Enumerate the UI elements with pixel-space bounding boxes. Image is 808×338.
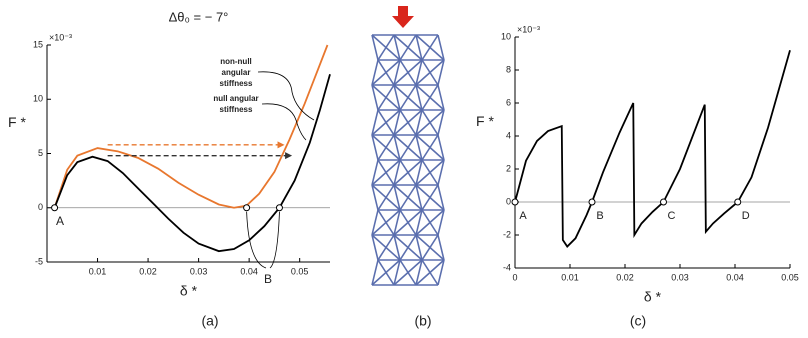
x-tick-label: 0.02 bbox=[139, 266, 157, 276]
x-tick-label: 0.01 bbox=[89, 266, 107, 276]
lattice-strut bbox=[394, 260, 422, 285]
y-tick-label: 8 bbox=[506, 64, 511, 74]
lattice-strut bbox=[422, 185, 438, 210]
y-axis-label: F * bbox=[8, 114, 26, 130]
line bbox=[55, 74, 330, 251]
arrow-head bbox=[278, 141, 285, 148]
lattice-strut bbox=[422, 235, 438, 260]
figure: (a) (b) (c) -5 0 5 10 15 0.01 0.02 0.03 0.04 0.05… bbox=[0, 0, 808, 338]
lattice-strut bbox=[378, 235, 394, 260]
line bbox=[55, 45, 328, 208]
lattice-strut bbox=[372, 110, 400, 135]
annotation: B bbox=[596, 210, 603, 222]
chart-title: Δθ₀ = − 7° bbox=[169, 9, 229, 24]
y-tick-label: -2 bbox=[503, 229, 511, 239]
lattice-strut bbox=[416, 110, 444, 135]
lattice-strut bbox=[394, 110, 422, 135]
lattice-strut bbox=[400, 85, 416, 110]
lattice-strut bbox=[416, 60, 444, 85]
x-tick-label: 0 bbox=[512, 272, 517, 282]
x-tick-label: 0.04 bbox=[240, 266, 258, 276]
lattice-strut bbox=[416, 260, 444, 285]
y-tick-label: 15 bbox=[33, 39, 43, 49]
y-tick-label: 4 bbox=[506, 130, 511, 140]
arrow-head bbox=[285, 152, 292, 159]
y-tick-label: 10 bbox=[33, 94, 43, 104]
annotation: A bbox=[519, 210, 527, 222]
marker bbox=[52, 205, 58, 211]
lattice-strut bbox=[372, 260, 400, 285]
x-tick-label: 0.03 bbox=[190, 266, 208, 276]
lattice-strut bbox=[400, 185, 416, 210]
lattice-strut bbox=[372, 160, 400, 185]
leader bbox=[258, 72, 314, 120]
y-tick-label: 2 bbox=[506, 163, 511, 173]
marker bbox=[276, 205, 282, 211]
panel-label: (b) bbox=[414, 313, 431, 329]
y-tick-label: 5 bbox=[38, 148, 43, 158]
marker bbox=[512, 199, 518, 205]
annotation: C bbox=[668, 210, 676, 222]
lattice-strut bbox=[394, 60, 422, 85]
y-tick-label: 0 bbox=[506, 196, 511, 206]
lattice-strut bbox=[394, 160, 422, 185]
lattice-strut bbox=[422, 85, 438, 110]
y-tick-label: 0 bbox=[38, 202, 43, 212]
lattice-strut bbox=[372, 210, 400, 235]
x-axis-label: δ * bbox=[180, 283, 198, 299]
y-tick-label: -4 bbox=[503, 262, 511, 272]
x-tick-label: 0.05 bbox=[781, 272, 799, 282]
lattice-strut bbox=[378, 185, 394, 210]
lattice-strut bbox=[394, 210, 422, 235]
x-tick-label: 0.05 bbox=[291, 266, 309, 276]
annotation: A bbox=[56, 214, 64, 228]
y-tick-label: 6 bbox=[506, 97, 511, 107]
y-axis-label: F * bbox=[476, 113, 494, 129]
load-arrow bbox=[392, 6, 414, 28]
lattice-strut bbox=[400, 235, 416, 260]
lattice-strut bbox=[378, 35, 394, 60]
leader bbox=[247, 212, 280, 268]
leader bbox=[262, 104, 306, 140]
x-tick-label: 0.01 bbox=[561, 272, 579, 282]
annotation: null angular bbox=[213, 94, 258, 103]
annotation: stiffness bbox=[220, 79, 253, 88]
annotation: stiffness bbox=[220, 105, 253, 114]
y-multiplier: ×10⁻³ bbox=[49, 32, 72, 42]
x-tick-label: 0.02 bbox=[616, 272, 634, 282]
lattice-strut bbox=[422, 35, 438, 60]
x-tick-label: 0.04 bbox=[726, 272, 744, 282]
y-tick-label: 10 bbox=[501, 31, 511, 41]
lattice-strut bbox=[378, 135, 394, 160]
lattice-image bbox=[372, 6, 444, 285]
annotation: angular bbox=[222, 68, 251, 77]
panel-label: (c) bbox=[630, 313, 646, 329]
annotation: B bbox=[264, 272, 272, 286]
lattice-strut bbox=[422, 135, 438, 160]
lattice-strut bbox=[400, 135, 416, 160]
x-tick-label: 0.03 bbox=[671, 272, 689, 282]
marker bbox=[244, 205, 250, 211]
marker bbox=[589, 199, 595, 205]
lattice-strut bbox=[378, 85, 394, 110]
lattice-strut bbox=[416, 210, 444, 235]
y-multiplier: ×10⁻³ bbox=[517, 24, 540, 34]
lattice-strut bbox=[400, 35, 416, 60]
lattice-strut bbox=[372, 60, 400, 85]
panel-label: (a) bbox=[201, 313, 218, 329]
y-tick-label: -5 bbox=[35, 256, 43, 266]
annotation: non-null bbox=[220, 57, 252, 66]
marker bbox=[735, 199, 741, 205]
x-axis-label: δ * bbox=[644, 289, 662, 305]
lattice-strut bbox=[416, 160, 444, 185]
annotation: D bbox=[742, 210, 750, 222]
marker bbox=[661, 199, 667, 205]
